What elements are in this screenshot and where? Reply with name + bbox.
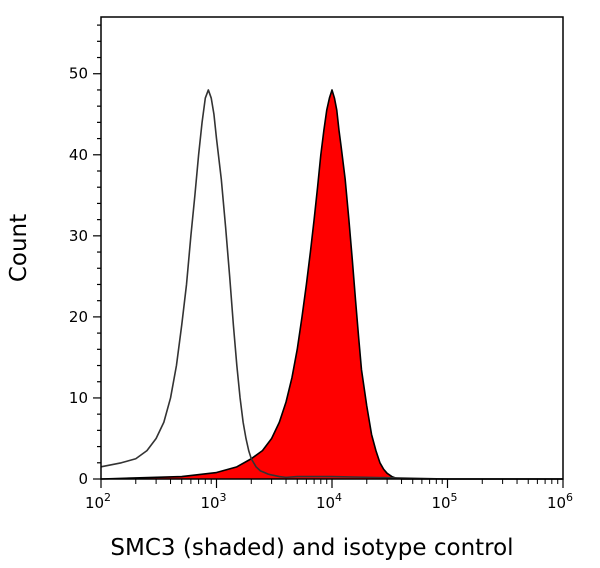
x-tick-label: 104 bbox=[316, 491, 342, 512]
x-tick-label: 105 bbox=[431, 491, 457, 512]
x-tick-label: 106 bbox=[547, 491, 573, 512]
x-tick-label: 102 bbox=[85, 491, 111, 512]
x-tick-label: 103 bbox=[200, 491, 226, 512]
shaded-histogram-area bbox=[101, 89, 563, 479]
y-tick-label: 50 bbox=[69, 65, 88, 83]
y-tick-label: 40 bbox=[69, 146, 88, 164]
x-axis-title: SMC3 (shaded) and isotype control bbox=[110, 535, 513, 561]
y-tick-label: 0 bbox=[78, 470, 88, 488]
y-tick-label: 10 bbox=[69, 389, 88, 407]
y-tick-label: 30 bbox=[69, 227, 88, 245]
y-tick-label: 20 bbox=[69, 308, 88, 326]
y-axis-title: Count bbox=[6, 214, 32, 282]
shaded-histogram-outline bbox=[100, 89, 563, 480]
isotype-control-line bbox=[100, 89, 563, 480]
